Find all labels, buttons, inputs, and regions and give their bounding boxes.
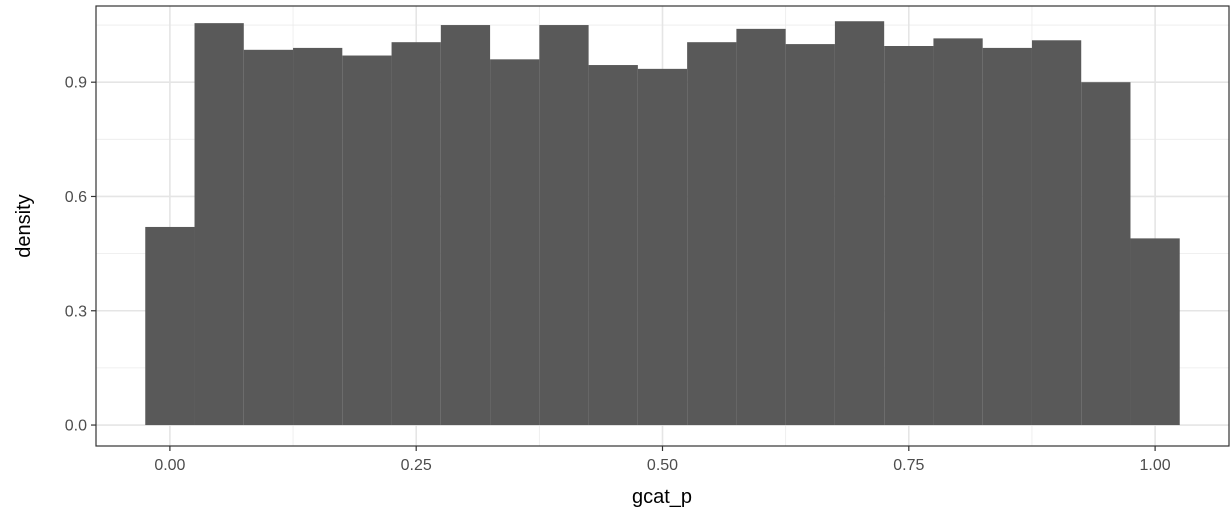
histogram-bar xyxy=(785,44,835,426)
y-axis-title: density xyxy=(13,194,35,257)
histogram-bar xyxy=(982,47,1032,426)
histogram-bar xyxy=(243,49,294,426)
histogram-bar xyxy=(588,65,638,426)
histogram-bar xyxy=(342,55,392,426)
y-tick-label: 0.6 xyxy=(65,189,87,206)
histogram-bar xyxy=(687,42,737,426)
histogram-bar xyxy=(293,47,343,426)
x-axis: 0.00 0.25 0.50 0.75 1.00 xyxy=(154,446,1171,474)
histogram-bar xyxy=(391,42,441,426)
x-tick-label: 0.25 xyxy=(401,457,432,474)
y-tick-label: 0.0 xyxy=(65,418,87,435)
histogram-bars xyxy=(145,21,1180,426)
histogram-bar xyxy=(539,25,589,426)
histogram-bar xyxy=(933,38,983,426)
histogram-bar xyxy=(637,68,688,426)
histogram-bar xyxy=(834,21,885,426)
x-tick-label: 0.75 xyxy=(893,457,924,474)
histogram-bar xyxy=(1031,40,1082,426)
histogram-bar xyxy=(1130,238,1180,426)
x-tick-label: 0.50 xyxy=(647,457,678,474)
histogram-bar xyxy=(490,59,540,426)
histogram-bar xyxy=(736,28,786,426)
y-axis: 0.0 0.3 0.6 0.9 xyxy=(65,75,96,435)
histogram-bar xyxy=(194,23,244,426)
y-tick-label: 0.3 xyxy=(65,303,87,320)
x-axis-title: gcat_p xyxy=(632,486,692,508)
x-tick-label: 1.00 xyxy=(1140,457,1171,474)
histogram-bar xyxy=(145,226,195,426)
histogram-bar xyxy=(884,46,934,426)
x-tick-label: 0.00 xyxy=(154,457,185,474)
histogram-bar xyxy=(440,25,491,426)
histogram-bar xyxy=(1081,82,1131,426)
y-tick-label: 0.9 xyxy=(65,75,87,92)
